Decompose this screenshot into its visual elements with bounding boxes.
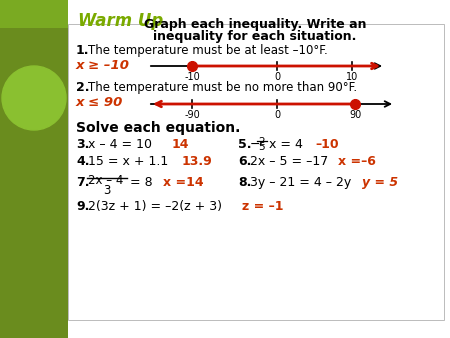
Text: z = –1: z = –1 <box>242 200 284 213</box>
Text: Solve each equation.: Solve each equation. <box>76 121 240 135</box>
Text: 13.9: 13.9 <box>182 155 213 168</box>
Text: 2(3z + 1) = –2(z + 3): 2(3z + 1) = –2(z + 3) <box>88 200 222 213</box>
Bar <box>0 28 68 338</box>
Text: -90: -90 <box>184 110 200 120</box>
Text: 3: 3 <box>103 184 110 197</box>
Text: 14: 14 <box>172 138 189 151</box>
Bar <box>0 0 68 28</box>
FancyBboxPatch shape <box>68 24 444 320</box>
Text: 5: 5 <box>258 142 265 152</box>
Text: x – 4 = 10: x – 4 = 10 <box>88 138 152 151</box>
Text: 1.: 1. <box>76 44 90 57</box>
Text: 4.: 4. <box>76 155 90 168</box>
Text: 9.: 9. <box>76 200 90 213</box>
Circle shape <box>2 66 66 130</box>
Text: The temperature must be no more than 90°F.: The temperature must be no more than 90°… <box>88 81 357 94</box>
Text: y = 5: y = 5 <box>362 176 398 189</box>
Text: Warm Up: Warm Up <box>78 12 163 30</box>
Text: -10: -10 <box>184 72 200 82</box>
Text: 3.: 3. <box>76 138 90 151</box>
Text: 0: 0 <box>274 72 280 82</box>
Text: inequality for each situation.: inequality for each situation. <box>153 30 357 43</box>
Text: x ≤ 90: x ≤ 90 <box>76 96 123 109</box>
Text: 2: 2 <box>258 137 265 147</box>
Text: 8.: 8. <box>238 176 252 189</box>
Text: 5.: 5. <box>238 138 252 151</box>
Text: –10: –10 <box>315 138 338 151</box>
Text: = 8: = 8 <box>130 176 153 189</box>
Text: 2x – 5 = –17: 2x – 5 = –17 <box>250 155 328 168</box>
Text: 6.: 6. <box>238 155 252 168</box>
Text: Graph each inequality. Write an: Graph each inequality. Write an <box>144 18 366 31</box>
Text: x ≥ –10: x ≥ –10 <box>76 59 130 72</box>
Text: −: − <box>250 138 261 151</box>
Text: 90: 90 <box>349 110 361 120</box>
Text: x =14: x =14 <box>163 176 203 189</box>
Text: 0: 0 <box>274 110 280 120</box>
Text: 2x – 4: 2x – 4 <box>88 174 123 187</box>
Text: 15 = x + 1.1: 15 = x + 1.1 <box>88 155 168 168</box>
Text: 7.: 7. <box>76 176 90 189</box>
Text: 3y – 21 = 4 – 2y: 3y – 21 = 4 – 2y <box>250 176 351 189</box>
Text: The temperature must be at least –10°F.: The temperature must be at least –10°F. <box>88 44 328 57</box>
Text: 10: 10 <box>346 72 358 82</box>
Text: x = 4: x = 4 <box>269 138 303 151</box>
Text: x =–6: x =–6 <box>338 155 376 168</box>
Text: 2.: 2. <box>76 81 90 94</box>
